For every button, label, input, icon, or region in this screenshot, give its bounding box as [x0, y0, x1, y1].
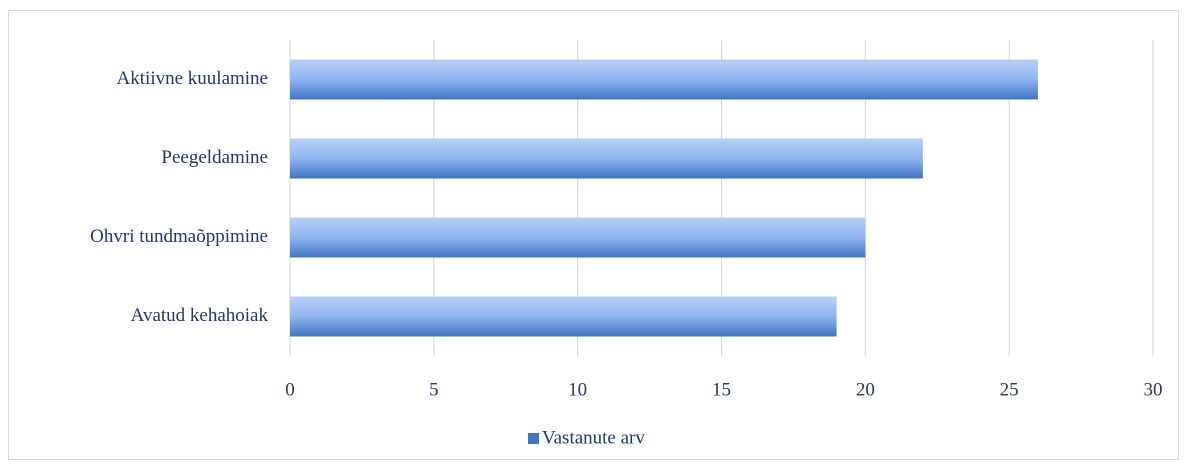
y-tick-label: Avatud kehahoiak [131, 305, 269, 326]
bar [290, 138, 923, 179]
x-tick-label: 0 [285, 379, 295, 400]
x-tick-label: 15 [712, 379, 731, 400]
x-tick-label: 25 [1000, 379, 1019, 400]
y-tick-label: Aktiivne kuulamine [117, 68, 268, 89]
x-tick-label: 30 [1144, 379, 1163, 400]
x-tick-label: 5 [429, 379, 439, 400]
legend-swatch [528, 433, 539, 444]
y-tick-label: Peegeldamine [161, 147, 268, 168]
x-tick-label: 20 [856, 379, 875, 400]
bar [290, 296, 837, 337]
bar [290, 217, 866, 258]
y-tick-label: Ohvri tundmaõppimine [90, 226, 268, 247]
legend-label: Vastanute arv [542, 427, 645, 448]
bar [290, 59, 1038, 100]
x-tick-label: 10 [568, 379, 587, 400]
